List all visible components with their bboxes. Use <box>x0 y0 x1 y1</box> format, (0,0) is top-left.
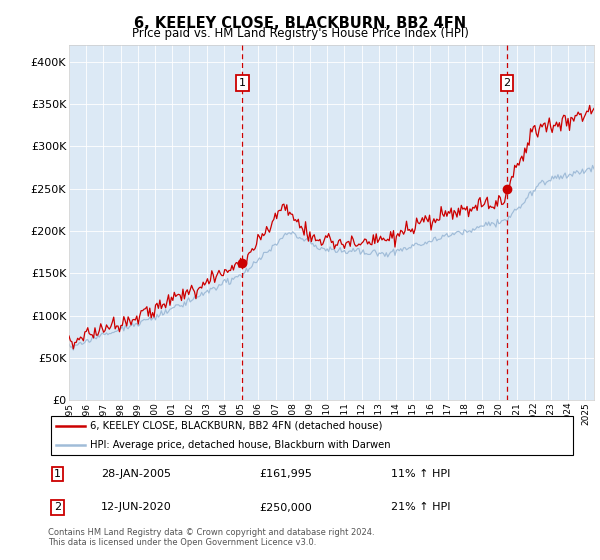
Text: 6, KEELEY CLOSE, BLACKBURN, BB2 4FN: 6, KEELEY CLOSE, BLACKBURN, BB2 4FN <box>134 16 466 31</box>
Text: 1: 1 <box>239 78 246 88</box>
Text: Contains HM Land Registry data © Crown copyright and database right 2024.
This d: Contains HM Land Registry data © Crown c… <box>48 528 374 547</box>
Text: 12-JUN-2020: 12-JUN-2020 <box>101 502 172 512</box>
Text: Price paid vs. HM Land Registry's House Price Index (HPI): Price paid vs. HM Land Registry's House … <box>131 27 469 40</box>
Text: 6, KEELEY CLOSE, BLACKBURN, BB2 4FN (detached house): 6, KEELEY CLOSE, BLACKBURN, BB2 4FN (det… <box>90 421 383 431</box>
FancyBboxPatch shape <box>50 416 574 455</box>
Text: 2: 2 <box>503 78 511 88</box>
Text: 1: 1 <box>54 469 61 479</box>
Text: £250,000: £250,000 <box>259 502 312 512</box>
Text: 2: 2 <box>54 502 61 512</box>
Text: 11% ↑ HPI: 11% ↑ HPI <box>391 469 451 479</box>
Text: £161,995: £161,995 <box>259 469 312 479</box>
Text: 28-JAN-2005: 28-JAN-2005 <box>101 469 171 479</box>
Text: 21% ↑ HPI: 21% ↑ HPI <box>391 502 451 512</box>
Text: HPI: Average price, detached house, Blackburn with Darwen: HPI: Average price, detached house, Blac… <box>90 440 391 450</box>
